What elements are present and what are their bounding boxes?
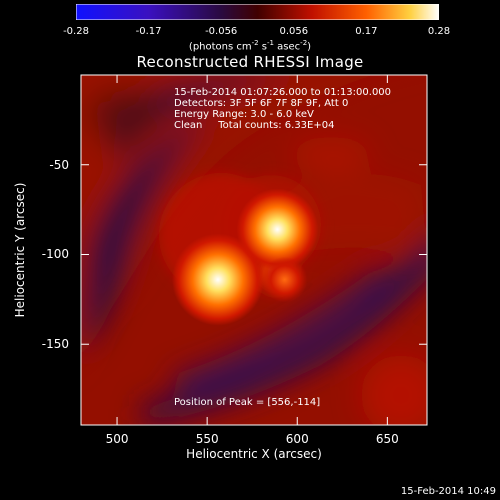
energy-range-label: Energy Range: 3.0 - 6.0 keV (174, 109, 314, 120)
colorbar-tick-label: -0.17 (135, 26, 162, 37)
colorbar-tick-label: 0.28 (427, 26, 451, 37)
peak-position-label: Position of Peak = [556,-114] (174, 397, 321, 408)
x-tick-label: 650 (375, 432, 399, 446)
detectors-label: Detectors: 3F 5F 6F 7F 8F 9F, Att 0 (174, 98, 349, 109)
colorbar-tick-label: 0.056 (279, 26, 309, 37)
y-axis-label: Heliocentric Y (arcsec) (13, 182, 27, 318)
heatmap-image: 15-Feb-2014 01:07:26.000 to 01:13:00.000… (81, 75, 427, 425)
y-tick-label: -150 (41, 337, 69, 352)
y-tick-label: -50 (49, 157, 69, 172)
timestamp: 15-Feb-2014 10:49 (400, 486, 496, 497)
colorbar-units: (photons cm-2 s-1 asec-2) (188, 39, 312, 53)
chart-title: Reconstructed RHESSI Image (136, 53, 364, 71)
x-tick-label: 600 (285, 432, 309, 446)
counts-label: Clean Total counts: 6.33E+04 (174, 120, 335, 131)
colorbar-tick-label: -0.056 (205, 26, 238, 37)
colorbar (76, 4, 439, 20)
x-axis-label: Heliocentric X (arcsec) (186, 447, 322, 461)
x-tick-label: 500 (105, 432, 129, 446)
flare-source-3 (261, 256, 308, 303)
colorbar-tick-label: 0.17 (355, 26, 378, 37)
colorbar-tick-label: -0.28 (63, 26, 89, 37)
x-tick-label: 550 (195, 432, 219, 446)
time-range-label: 15-Feb-2014 01:07:26.000 to 01:13:00.000 (174, 87, 392, 98)
y-tick-label: -100 (41, 247, 69, 262)
